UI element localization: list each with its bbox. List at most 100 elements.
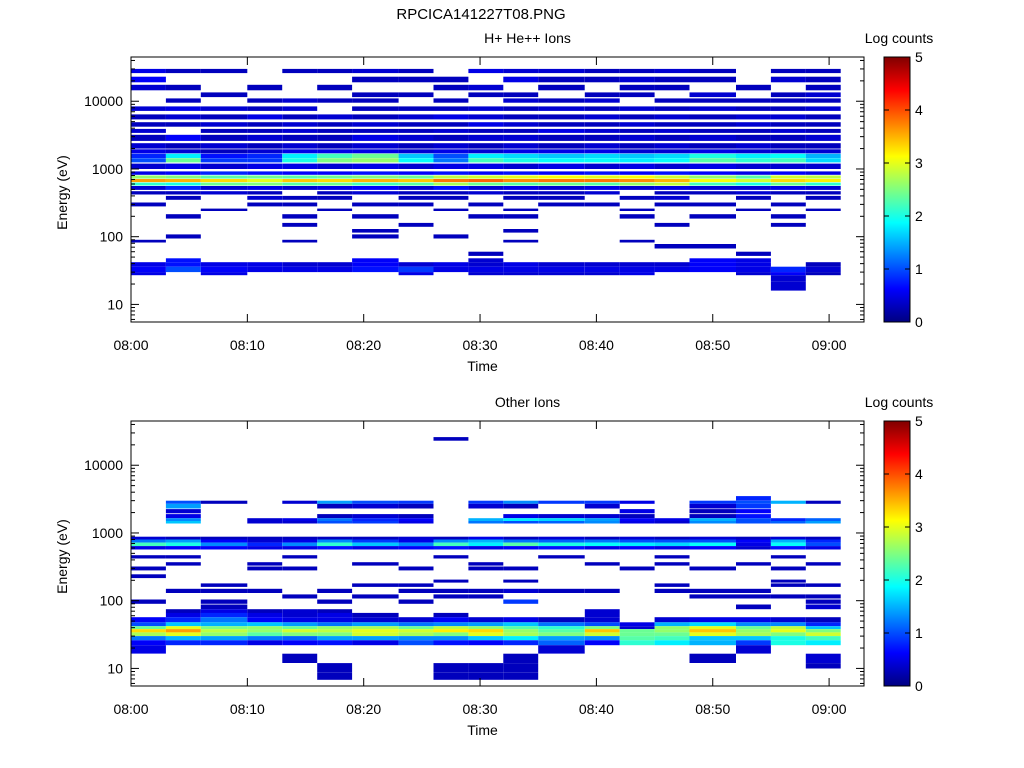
heatmap-cell [398, 636, 434, 641]
heatmap-cell [317, 114, 353, 120]
heatmap-cell [770, 191, 806, 195]
heatmap-cell [805, 92, 841, 98]
heatmap-cell [433, 555, 469, 559]
heatmap-cell [503, 128, 539, 133]
heatmap-cell [247, 143, 283, 149]
heatmap-cell [805, 186, 841, 190]
heatmap-cell [619, 640, 655, 646]
heatmap-cell [805, 604, 841, 610]
heatmap-cell [503, 500, 539, 504]
heatmap-cell [805, 179, 841, 183]
heatmap-cell [398, 626, 434, 630]
heatmap-cell [805, 171, 841, 175]
heatmap-cell [352, 214, 399, 219]
heatmap-cell [398, 68, 434, 74]
heatmap-cell [165, 622, 201, 627]
heatmap-cell [770, 518, 806, 521]
heatmap-cell [584, 98, 620, 103]
x-tick-label: 08:20 [346, 337, 381, 353]
heatmap-cell [538, 171, 585, 175]
heatmap-cell [200, 500, 248, 504]
heatmap-cell [317, 612, 353, 618]
heatmap-cell [689, 175, 736, 179]
heatmap-cell [654, 617, 690, 623]
heatmap-cell [770, 92, 806, 98]
heatmap-cell [584, 122, 620, 127]
heatmap-cell [247, 191, 283, 195]
heatmap-cell [736, 179, 771, 183]
heatmap-cell [736, 514, 771, 519]
colorbar-tick-label: 2 [915, 572, 923, 588]
heatmap-cell [398, 622, 434, 627]
heatmap-cell [282, 539, 318, 543]
heatmap-cell [654, 555, 690, 559]
heatmap-cell [131, 636, 166, 641]
heatmap-cell [538, 182, 585, 186]
heatmap-cell [398, 171, 434, 175]
heatmap-cell [805, 122, 841, 127]
heatmap-cell [352, 539, 399, 543]
heatmap-cell [200, 612, 248, 618]
heatmap-cell [805, 163, 841, 169]
heatmap-cell [654, 163, 690, 169]
heatmap-cell [468, 636, 504, 641]
heatmap-cell [200, 583, 248, 587]
heatmap-cell [165, 234, 201, 239]
x-tick-label: 09:00 [812, 701, 847, 717]
heatmap-cell [736, 175, 771, 179]
heatmap-cell [282, 636, 318, 641]
heatmap-cell [131, 629, 166, 633]
heatmap-cell [619, 542, 655, 547]
heatmap-cell [619, 632, 655, 637]
heatmap-cell [805, 632, 841, 637]
heatmap-cell [247, 266, 283, 273]
y-axis-label: Energy (eV) [54, 519, 70, 594]
heatmap-cell [352, 128, 399, 133]
heatmap-cell [352, 76, 399, 83]
heatmap-cell [131, 134, 166, 141]
heatmap-cell [503, 536, 539, 540]
heatmap-cell [538, 158, 585, 163]
heatmap-cell [398, 182, 434, 186]
heatmap-cell [282, 134, 318, 141]
heatmap-cell [584, 640, 620, 646]
heatmap-cell [584, 266, 620, 273]
heatmap-cell [654, 153, 690, 158]
heatmap-cell [433, 579, 469, 583]
heatmap-cell [200, 622, 248, 627]
heatmap-cell [654, 546, 690, 550]
heatmap-cell [317, 617, 353, 623]
heatmap-cell [503, 566, 539, 571]
heatmap-cell [584, 153, 620, 158]
heatmap-cell [654, 158, 690, 163]
heatmap-cell [247, 518, 283, 521]
heatmap-cell [736, 518, 771, 521]
heatmap-cell [247, 98, 283, 103]
heatmap-cell [619, 622, 655, 627]
heatmap-cell [584, 626, 620, 630]
heatmap-cell [584, 175, 620, 179]
heatmap-cell [736, 632, 771, 637]
heatmap-cell [654, 128, 690, 133]
heatmap-cell [503, 68, 539, 74]
heatmap-cell [317, 632, 353, 637]
heatmap-cell [619, 521, 655, 524]
heatmap-cell [352, 191, 399, 195]
heatmap-cell [131, 175, 166, 179]
heatmap-cell [282, 106, 318, 111]
heatmap-cell [619, 179, 655, 183]
heatmap-cell [317, 186, 353, 190]
heatmap-cell [503, 114, 539, 120]
heatmap-cell [584, 128, 620, 133]
heatmap-cell [200, 546, 248, 550]
heatmap-cell [503, 92, 539, 98]
heatmap-cell [352, 640, 399, 646]
heatmap-cell [584, 182, 620, 186]
heatmap-cell [689, 539, 736, 543]
heatmap-cell [770, 171, 806, 175]
heatmap-cell [503, 629, 539, 633]
heatmap-cell [689, 114, 736, 120]
heatmap-cell [805, 272, 841, 276]
heatmap-cell [468, 663, 504, 669]
